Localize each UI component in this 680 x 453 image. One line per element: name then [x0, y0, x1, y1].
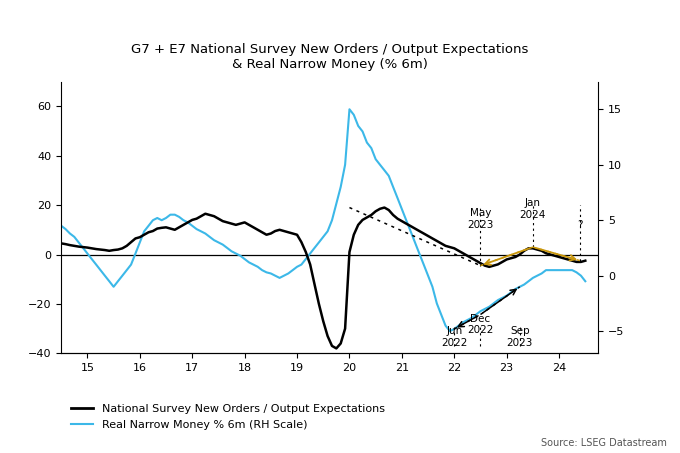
Text: Jan
2024: Jan 2024: [520, 198, 546, 220]
Text: Source: LSEG Datastream: Source: LSEG Datastream: [541, 439, 666, 448]
Text: Dec
2022: Dec 2022: [467, 314, 494, 335]
Text: ?: ?: [577, 220, 583, 230]
Title: G7 + E7 National Survey New Orders / Output Expectations
& Real Narrow Money (% : G7 + E7 National Survey New Orders / Out…: [131, 43, 528, 71]
Text: May
2023: May 2023: [467, 208, 494, 230]
Text: Sep
2023: Sep 2023: [507, 326, 533, 348]
Text: Jun
2022: Jun 2022: [441, 326, 467, 348]
Legend: National Survey New Orders / Output Expectations, Real Narrow Money % 6m (RH Sca: National Survey New Orders / Output Expe…: [67, 400, 390, 434]
